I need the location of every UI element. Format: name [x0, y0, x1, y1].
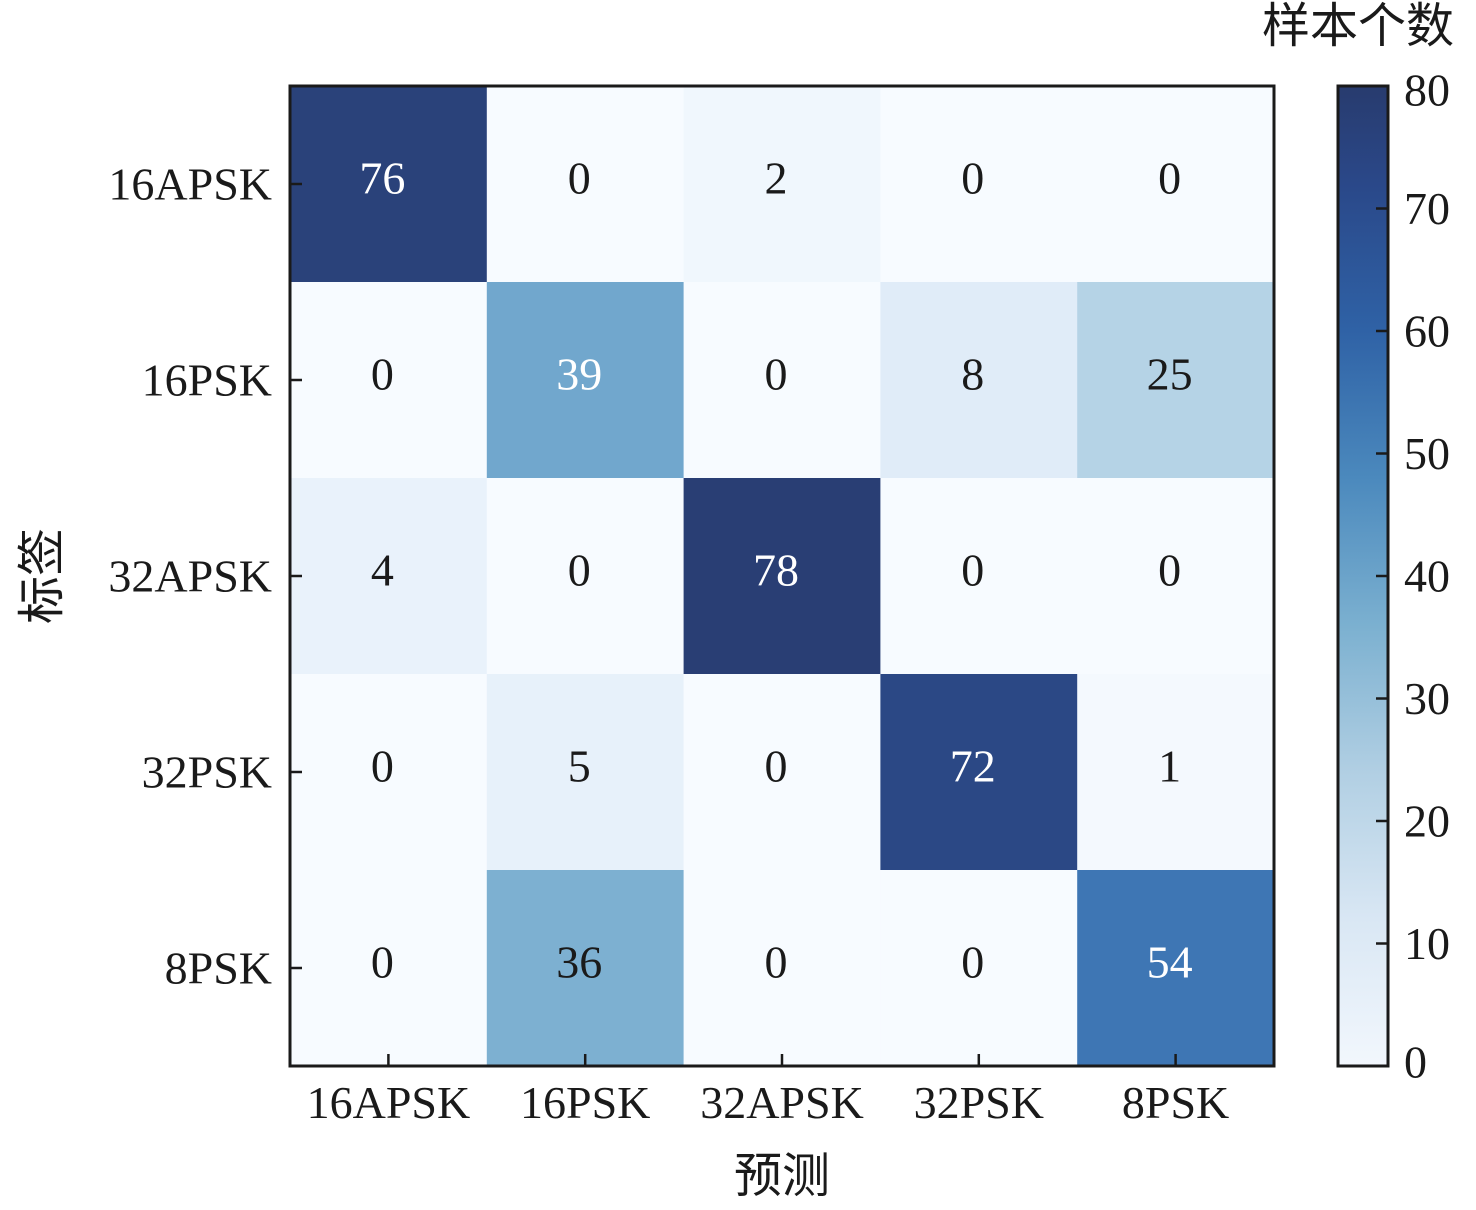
heatmap-cell: [683, 282, 881, 479]
heatmap-cell: [1077, 674, 1275, 871]
heatmap-cell: [290, 282, 488, 479]
heatmap-cell: [1077, 282, 1275, 479]
x-tick-label: 16PSK: [520, 1077, 650, 1128]
heatmap-cell: [880, 282, 1078, 479]
heatmap-cell: [1077, 478, 1275, 675]
cell-value-label: 0: [568, 545, 591, 596]
cell-value-label: 1: [1158, 741, 1181, 792]
cell-value-label: 0: [961, 545, 984, 596]
cell-value-label: 2: [765, 153, 788, 204]
heatmap-cell: [880, 674, 1078, 871]
y-tick-label: 16PSK: [142, 355, 272, 406]
heatmap-cell: [1077, 870, 1275, 1067]
x-axis-ticks: 16APSK 16PSK 32APSK 32PSK 8PSK: [307, 1054, 1229, 1128]
heatmap-cell: [683, 478, 881, 675]
cell-value-label: 0: [765, 937, 788, 988]
colorbar-tick-label: 0: [1404, 1037, 1427, 1088]
heatmap-cell: [486, 870, 685, 1067]
cell-value-label: 54: [1147, 937, 1193, 988]
heatmap-cell: [290, 86, 488, 283]
y-tick-label: 32APSK: [108, 551, 272, 602]
colorbar-ticks: 0 10 20 30 40 50 60 70 80: [1376, 65, 1450, 1088]
y-tick-label: 8PSK: [165, 943, 272, 994]
x-tick-label: 8PSK: [1122, 1077, 1229, 1128]
cell-value-label: 0: [371, 349, 394, 400]
heatmap-cell: [486, 674, 685, 871]
heatmap-cell: [1077, 86, 1275, 283]
x-tick-label: 32APSK: [700, 1077, 864, 1128]
cell-value-label: 72: [950, 741, 996, 792]
cell-value-label: 4: [371, 545, 394, 596]
colorbar-title: 样本个数: [1262, 0, 1454, 53]
heatmap-cell: [486, 478, 685, 675]
colorbar-tick-label: 20: [1404, 796, 1450, 847]
heatmap-cell: [880, 86, 1078, 283]
colorbar-tick-label: 30: [1404, 673, 1450, 724]
x-axis-title: 预测: [734, 1150, 830, 1203]
cell-value-label: 0: [371, 937, 394, 988]
x-tick-label: 32PSK: [914, 1077, 1044, 1128]
heatmap-cell: [290, 478, 488, 675]
cell-value-label: 8: [961, 349, 984, 400]
colorbar-tick-label: 70: [1404, 183, 1450, 234]
y-axis-ticks: 16APSK 16PSK 32APSK 32PSK 8PSK: [108, 159, 302, 994]
cell-value-label: 0: [371, 741, 394, 792]
cell-value-label: 0: [765, 349, 788, 400]
cell-value-label: 0: [568, 153, 591, 204]
cell-value-label: 78: [753, 545, 799, 596]
colorbar-tick-label: 10: [1404, 918, 1450, 969]
cell-value-label: 0: [765, 741, 788, 792]
heatmap-cell: [486, 86, 685, 283]
cell-value-label: 25: [1147, 349, 1193, 400]
heatmap-cell: [290, 870, 488, 1067]
x-tick-label: 16APSK: [307, 1077, 471, 1128]
colorbar-tick-label: 60: [1404, 306, 1450, 357]
y-tick-label: 32PSK: [142, 747, 272, 798]
heatmap-cell: [683, 86, 881, 283]
y-axis-title: 标签: [16, 528, 69, 624]
heatmap-cells: 76 0 2 0 0 0 39 0 8 25 4 0 78 0 0 0 5 0 72 1 0 36 0 0 54: [290, 86, 1275, 1067]
cell-value-label: 0: [1158, 153, 1181, 204]
heatmap-cell: [290, 674, 488, 871]
cell-value-label: 36: [556, 937, 602, 988]
cell-value-label: 76: [359, 153, 405, 204]
heatmap-cell: [683, 870, 881, 1067]
heatmap-cell: [880, 478, 1078, 675]
colorbar-tick-label: 40: [1404, 551, 1450, 602]
y-tick-label: 16APSK: [108, 159, 272, 210]
cell-value-label: 5: [568, 741, 591, 792]
cell-value-label: 0: [961, 153, 984, 204]
heatmap-cell: [486, 282, 685, 479]
colorbar-tick-label: 80: [1404, 65, 1450, 116]
cell-value-label: 0: [1158, 545, 1181, 596]
cell-value-label: 0: [961, 937, 984, 988]
colorbar-tick-label: 50: [1404, 428, 1450, 479]
cell-value-label: 39: [556, 349, 602, 400]
heatmap-cell: [683, 674, 881, 871]
heatmap-cell: [880, 870, 1078, 1067]
